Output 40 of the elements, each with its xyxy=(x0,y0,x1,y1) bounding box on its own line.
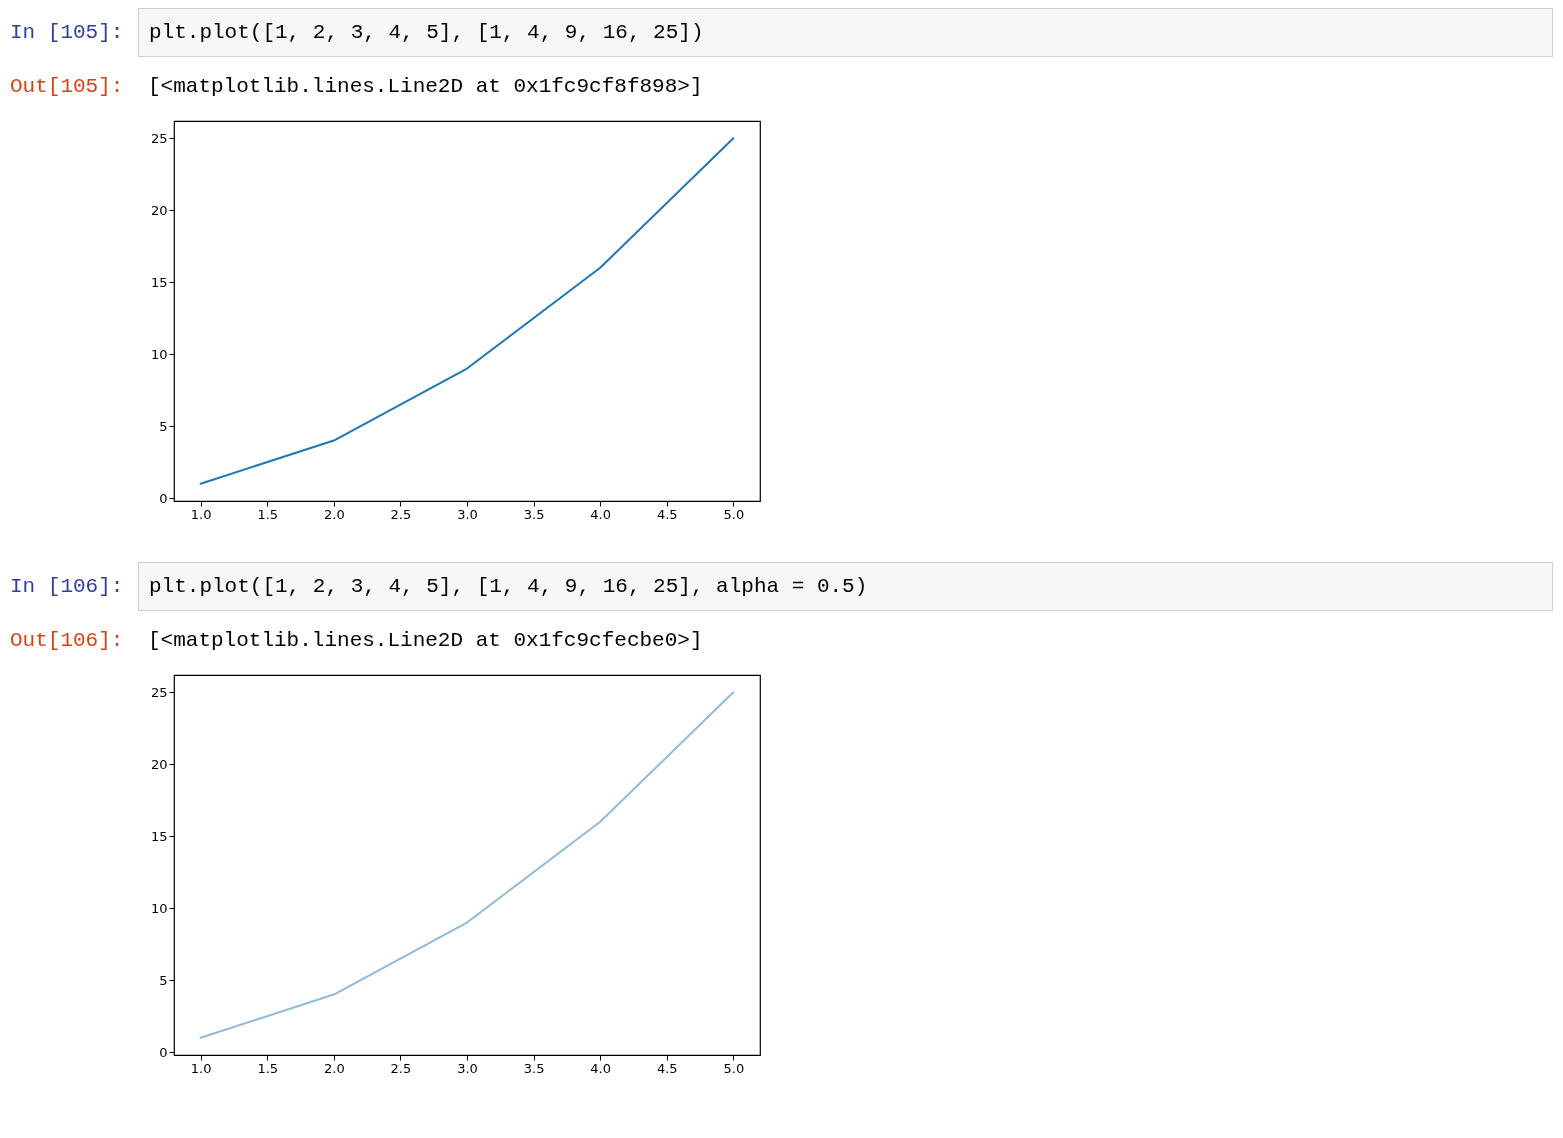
text: Out[106]: xyxy=(10,629,125,652)
y-tick-label: 5 xyxy=(159,972,168,988)
x-tick-label: 3.5 xyxy=(523,1060,545,1076)
x-tick-label: 4.5 xyxy=(656,1060,678,1076)
y-tick-label: 0 xyxy=(159,1044,168,1060)
x-tick-label: 1.0 xyxy=(190,1060,212,1076)
x-tick-label: 1.0 xyxy=(190,506,212,522)
x-tick-label: 5.0 xyxy=(723,506,745,522)
y-tick-label: 10 xyxy=(150,346,168,362)
y-tick-label: 15 xyxy=(150,828,168,844)
y-tick-label: 0 xyxy=(159,490,168,506)
text: plt.plot([1, 2, 3, 4, 5], [1, 4, 9, 16, 25], alpha = 0.5) xyxy=(138,562,1553,611)
x-tick-label: 2.5 xyxy=(390,506,412,522)
x-tick-label: 3.0 xyxy=(457,506,478,522)
x-tick-label: 4.0 xyxy=(590,506,612,522)
x-tick-label: 1.5 xyxy=(257,1060,279,1076)
text: [<matplotlib.lines.Line2D at 0x1fc9cfecbe0>] xyxy=(147,628,704,654)
text: [<matplotlib.lines.Line2D at 0x1fc9cf8f898>] xyxy=(147,74,704,100)
text: plt.plot([1, 2, 3, 4, 5], [1, 4, 9, 16, 25]) xyxy=(138,8,1553,57)
y-tick-label: 5 xyxy=(159,418,168,434)
y-tick-label: 20 xyxy=(150,202,168,218)
text: In [105]: xyxy=(10,21,125,44)
text: Out[105]: xyxy=(10,75,125,98)
x-tick-label: 4.0 xyxy=(590,1060,612,1076)
x-tick-label: 1.5 xyxy=(257,506,279,522)
y-tick-label: 25 xyxy=(150,130,168,146)
y-tick-label: 15 xyxy=(150,274,168,290)
y-tick-label: 10 xyxy=(150,900,168,916)
text: In [106]: xyxy=(10,575,125,598)
x-tick-label: 2.5 xyxy=(390,1060,412,1076)
x-tick-label: 3.5 xyxy=(523,506,545,522)
y-tick-label: 25 xyxy=(150,684,168,700)
x-tick-label: 2.0 xyxy=(323,1060,345,1076)
x-tick-label: 2.0 xyxy=(323,506,345,522)
x-tick-label: 5.0 xyxy=(723,1060,745,1076)
x-tick-label: 3.0 xyxy=(457,1060,478,1076)
x-tick-label: 4.5 xyxy=(656,506,678,522)
y-tick-label: 20 xyxy=(150,756,168,772)
line-series xyxy=(199,137,735,485)
line-series xyxy=(199,691,735,1039)
